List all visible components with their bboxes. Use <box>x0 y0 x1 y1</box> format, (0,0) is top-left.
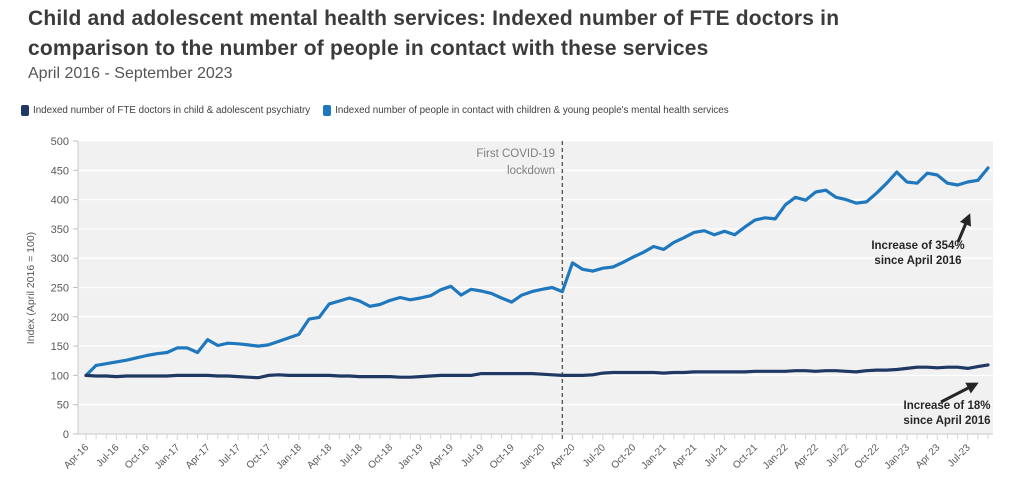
y-tick-label: 100 <box>51 370 69 382</box>
doctors-line <box>84 363 990 380</box>
x-tick-label: Jul-20 <box>581 442 608 469</box>
x-tick-label: Apr-19 <box>427 442 456 471</box>
x-tick-label: Oct-22 <box>853 442 882 471</box>
legend-label-doctors: Indexed number of FTE doctors in child &… <box>33 105 311 116</box>
x-tick-label: Jan-21 <box>639 442 669 472</box>
y-tick-label: 450 <box>51 165 69 177</box>
covid-lockdown-label-line1: First COVID-19 <box>476 148 555 160</box>
legend-item-doctors[interactable]: Indexed number of FTE doctors in child &… <box>21 105 310 116</box>
annotation-increase-18-line2: since April 2016 <box>903 415 991 427</box>
x-tick-label: Apr-21 <box>670 442 699 471</box>
x-tick-label: Jul-17 <box>216 442 243 469</box>
x-tick-label: Jan-20 <box>518 442 548 472</box>
y-tick-label: 350 <box>51 224 69 236</box>
x-tick-label: Jul-23 <box>946 442 973 469</box>
y-tick-label: 200 <box>51 312 69 324</box>
covid-lockdown-label: First COVID-19 lockdown <box>407 146 555 180</box>
arrow-increase-354-icon <box>956 213 972 243</box>
x-tick-label: Jan-18 <box>275 442 305 472</box>
x-tick-label: Apr-16 <box>62 442 91 471</box>
subtitle: April 2016 - September 2023 <box>28 65 233 82</box>
x-tick-label: Apr-20 <box>549 442 578 471</box>
x-tick-label: Apr 23 <box>914 442 943 471</box>
x-tick-label: Oct-20 <box>609 442 638 471</box>
x-tick-label: Jan-22 <box>761 442 791 472</box>
y-axis-title: Index (April 2016 = 100) <box>25 231 37 345</box>
arrow-increase-18-icon <box>940 382 979 404</box>
legend-swatch-people-icon <box>323 105 332 116</box>
y-tick-label: 0 <box>63 429 69 441</box>
x-tick-label: Jul-21 <box>703 442 730 469</box>
x-tick-label: Jul-22 <box>824 442 851 469</box>
covid-lockdown-label-line2: lockdown <box>507 165 555 177</box>
legend: Indexed number of FTE doctors in child &… <box>21 105 729 116</box>
x-tick-label: Oct-17 <box>245 442 274 471</box>
y-tick-label: 500 <box>51 136 69 148</box>
y-tick-label: 150 <box>51 341 69 353</box>
annotation-increase-354-line1: Increase of 354% <box>871 240 965 252</box>
y-tick-label: 300 <box>51 253 69 265</box>
annotation-increase-354: Increase of 354% since April 2016 <box>848 239 988 269</box>
y-tick-label: 50 <box>57 400 69 412</box>
people-line <box>84 166 990 377</box>
annotation-increase-18: Increase of 18% since April 2016 <box>876 399 1018 429</box>
y-tick-label: 250 <box>51 283 69 295</box>
x-tick-label: Jul-19 <box>459 442 486 469</box>
x-tick-label: Jan-19 <box>396 442 426 472</box>
x-tick-label: Oct-19 <box>488 442 517 471</box>
x-tick-label: Oct-18 <box>366 442 395 471</box>
x-tick-label: Apr-22 <box>792 442 821 471</box>
x-tick-label: Jul-16 <box>94 442 121 469</box>
x-tick-label: Jan-23 <box>883 442 913 472</box>
annotation-increase-18-line1: Increase of 18% <box>903 400 991 412</box>
legend-label-people: Indexed number of people in contact with… <box>335 105 729 116</box>
x-tick-label: Apr-17 <box>184 442 213 471</box>
x-tick-label: Jul-18 <box>338 442 365 469</box>
x-tick-label: Apr-18 <box>305 442 334 471</box>
legend-swatch-doctors-icon <box>21 105 29 116</box>
x-tick-label: Jan-17 <box>153 442 183 472</box>
y-tick-label: 400 <box>51 195 69 207</box>
x-tick-label: Oct-21 <box>731 442 760 471</box>
page-title-line2: comparison to the number of people in co… <box>28 37 709 60</box>
x-tick-label: Oct-16 <box>123 442 152 471</box>
page-title-line1: Child and adolescent mental health servi… <box>28 7 840 30</box>
page-title: Child and adolescent mental health servi… <box>28 4 839 64</box>
legend-item-people[interactable]: Indexed number of people in contact with… <box>323 105 729 116</box>
annotation-increase-354-line2: since April 2016 <box>874 255 962 267</box>
